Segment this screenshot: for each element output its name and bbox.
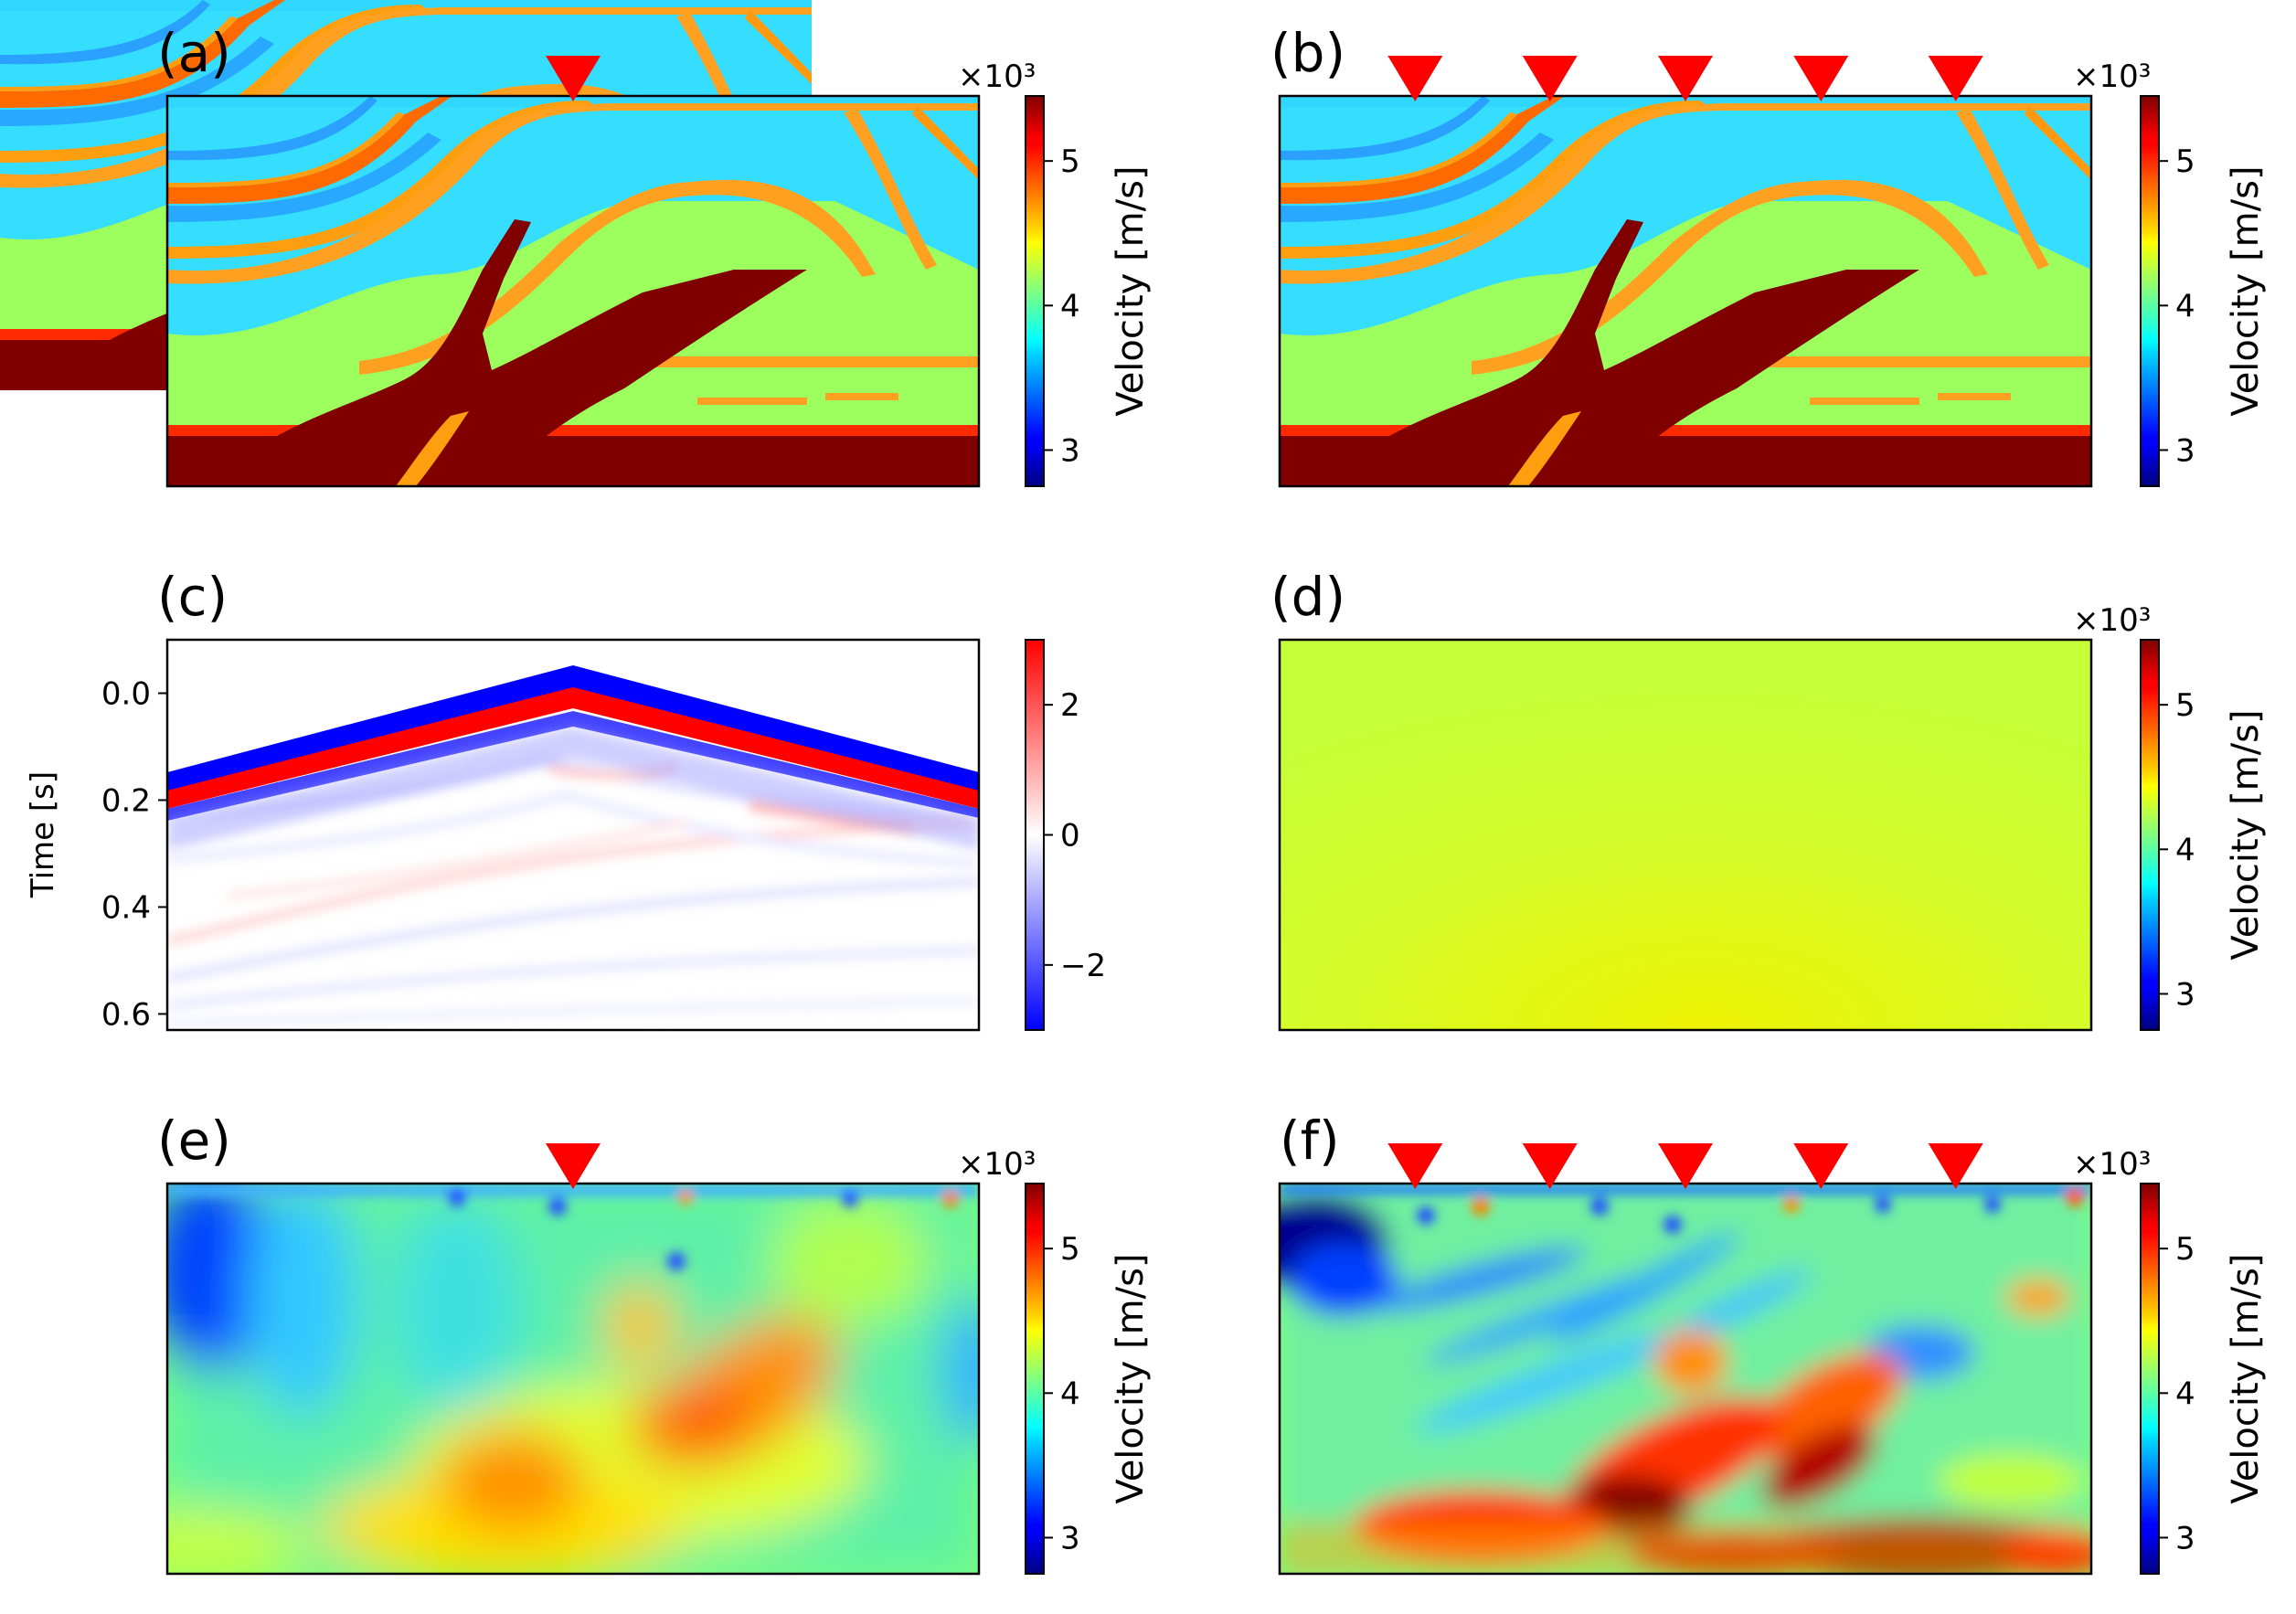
panel-a-colorbar: 3 4 5 ×10³ Velocity [m/s] bbox=[958, 58, 1152, 487]
panel-e-image bbox=[167, 1184, 979, 1574]
colorbar-tick-label: −2 bbox=[1060, 948, 1106, 984]
source-marker bbox=[1658, 1143, 1713, 1189]
source-marker bbox=[1928, 56, 1983, 101]
panel-c-ylabel: Time [s] bbox=[25, 771, 61, 898]
panel-d-image bbox=[1280, 640, 2091, 1030]
panel-d-colorbar: 3 4 5 ×10³ Velocity [m/s] bbox=[2073, 602, 2267, 1031]
source-marker bbox=[1793, 1143, 1849, 1189]
panel-b: (b) 3 4 5 ×10³ Velocity [m/s] bbox=[1270, 22, 2267, 488]
panel-b-image bbox=[1280, 96, 2091, 486]
colorbar-frame bbox=[1025, 1183, 1045, 1575]
source-marker bbox=[546, 1143, 601, 1189]
source-marker bbox=[1793, 56, 1849, 101]
colorbar-label: Velocity [m/s] bbox=[2225, 165, 2267, 416]
colorbar-tick-label: 3 bbox=[2175, 432, 2195, 469]
colorbar-tick-label: 3 bbox=[1060, 1520, 1080, 1556]
colorbar-tick-label: 4 bbox=[2175, 832, 2195, 868]
panel-b-colorbar: 3 4 5 ×10³ Velocity [m/s] bbox=[2073, 58, 2267, 487]
panel-d-label: (d) bbox=[1270, 566, 1345, 628]
colorbar-gradient bbox=[2141, 640, 2159, 1030]
source-marker bbox=[546, 56, 601, 101]
colorbar-exponent: ×10³ bbox=[2073, 1146, 2151, 1183]
ytick-label: 0.4 bbox=[101, 889, 151, 926]
colorbar-tick-label: 5 bbox=[2175, 1231, 2195, 1268]
source-marker bbox=[1928, 1143, 1983, 1189]
panel-f-label: (f) bbox=[1280, 1110, 1340, 1172]
panel-a-image bbox=[167, 96, 979, 486]
colorbar-tick-label: 3 bbox=[1060, 432, 1080, 469]
colorbar-tick-label: 4 bbox=[2175, 288, 2195, 324]
panel-c-yticks: 0.0 0.2 0.4 0.6 bbox=[101, 675, 167, 1033]
panel-f-colorbar: 3 4 5 ×10³ Velocity [m/s] bbox=[2073, 1146, 2267, 1575]
panel-e-label: (e) bbox=[157, 1110, 231, 1172]
colorbar-label: Velocity [m/s] bbox=[1110, 165, 1152, 416]
colorbar-gradient bbox=[2141, 1184, 2159, 1574]
source-marker bbox=[1522, 1143, 1578, 1189]
colorbar-gradient bbox=[1026, 640, 1044, 1030]
panel-c-label: (c) bbox=[157, 566, 228, 628]
panel-c-frame bbox=[165, 638, 981, 1032]
colorbar-gradient bbox=[1026, 1184, 1044, 1574]
colorbar-tick-label: 4 bbox=[2175, 1375, 2195, 1412]
panel-c: (c) Time [s] 0.0 0.2 0.4 0.6 2 0 −2 bbox=[25, 566, 1106, 1033]
panel-e-sources bbox=[546, 1143, 601, 1189]
ytick-label: 0.6 bbox=[101, 996, 151, 1033]
colorbar-exponent: ×10³ bbox=[958, 1146, 1036, 1183]
colorbar-tick-label: 5 bbox=[2175, 143, 2195, 180]
panel-b-sources bbox=[1387, 56, 1983, 101]
colorbar-tick-label: 3 bbox=[2175, 976, 2195, 1013]
panel-c-colorbar: 2 0 −2 bbox=[1025, 639, 1106, 1031]
colorbar-gradient bbox=[1026, 96, 1044, 486]
colorbar-label: Velocity [m/s] bbox=[2225, 709, 2267, 960]
colorbar-tick-label: 4 bbox=[1060, 288, 1080, 324]
panel-d-frame bbox=[1278, 638, 2093, 1032]
colorbar-frame bbox=[2140, 1183, 2160, 1575]
ytick-label: 0.0 bbox=[101, 675, 151, 712]
colorbar-tick-label: 4 bbox=[1060, 1375, 1080, 1412]
source-marker bbox=[1522, 56, 1578, 101]
panel-a: (a) 3 4 5 ×10³ Velocity [m/s] bbox=[157, 22, 1152, 488]
colorbar-frame bbox=[2140, 95, 2160, 487]
panel-e-colorbar: 3 4 5 ×10³ Velocity [m/s] bbox=[958, 1146, 1152, 1575]
panel-d: (d) 3 4 5 ×10³ Velocity [m/s] bbox=[1270, 566, 2267, 1032]
panel-a-sources bbox=[546, 56, 601, 101]
colorbar-tick-label: 0 bbox=[1060, 818, 1080, 855]
colorbar-exponent: ×10³ bbox=[2073, 602, 2151, 639]
colorbar-frame bbox=[2140, 639, 2160, 1031]
colorbar-tick-label: 5 bbox=[1060, 143, 1080, 180]
panel-a-label: (a) bbox=[157, 22, 231, 84]
panel-e: (e) 3 4 5 ×10³ Velocity [m/s] bbox=[157, 1110, 1152, 1576]
colorbar-exponent: ×10³ bbox=[2073, 58, 2151, 95]
source-marker bbox=[1387, 1143, 1443, 1189]
colorbar-label: Velocity [m/s] bbox=[2225, 1253, 2267, 1503]
panel-c-image bbox=[167, 665, 979, 1027]
panel-f: (f) 3 4 5 ×10³ Velocity [m/s] bbox=[1278, 1110, 2267, 1576]
source-marker bbox=[1658, 56, 1713, 101]
colorbar-exponent: ×10³ bbox=[958, 58, 1036, 95]
colorbar-tick-label: 3 bbox=[2175, 1520, 2195, 1556]
colorbar-label: Velocity [m/s] bbox=[1110, 1253, 1152, 1503]
panel-f-image bbox=[1280, 1184, 2091, 1574]
panel-f-sources bbox=[1387, 1143, 1983, 1189]
colorbar-tick-label: 5 bbox=[2175, 687, 2195, 724]
panel-b-label: (b) bbox=[1270, 22, 1345, 84]
colorbar-tick-label: 2 bbox=[1060, 687, 1080, 724]
colorbar-tick-label: 5 bbox=[1060, 1231, 1080, 1268]
ytick-label: 0.2 bbox=[101, 782, 151, 819]
colorbar-frame bbox=[1025, 95, 1045, 487]
source-marker bbox=[1387, 56, 1443, 101]
colorbar-gradient bbox=[2141, 96, 2159, 486]
